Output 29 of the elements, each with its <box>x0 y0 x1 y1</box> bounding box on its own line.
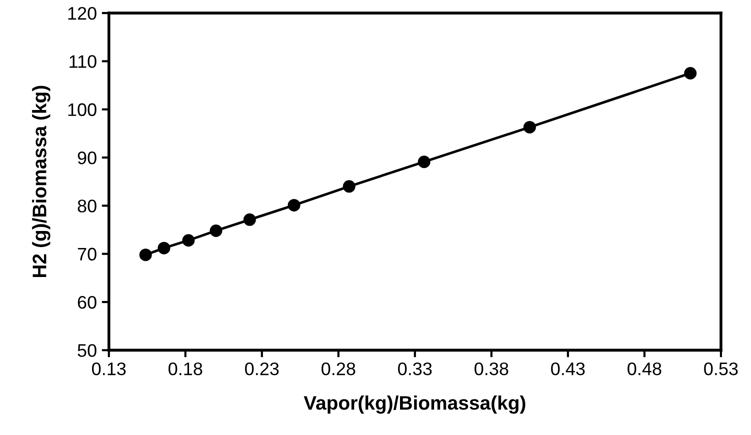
x-tick-label: 0.53 <box>704 362 738 376</box>
y-tick-label: 70 <box>78 248 96 261</box>
x-tick-label: 0.43 <box>551 362 585 376</box>
x-axis-title: Vapor(kg)/Biomassa(kg) <box>304 395 526 414</box>
point <box>243 213 256 226</box>
x-tick-label: 0.48 <box>628 362 662 376</box>
x-tick-label: 0.23 <box>245 362 279 376</box>
y-tick-label: 90 <box>78 151 96 164</box>
y-tick-label: 60 <box>78 296 96 309</box>
y-tick-label: 120 <box>68 6 96 20</box>
y-tick-label: 80 <box>78 200 96 212</box>
x-tick-label: 0.38 <box>474 362 508 376</box>
point <box>288 198 300 212</box>
x-tick-label: 0.18 <box>168 362 202 376</box>
point <box>684 67 697 80</box>
y-axis-title: H2 (g)/Biomassa (kg) <box>32 86 50 278</box>
point <box>523 120 536 134</box>
x-tick-label: 0.33 <box>398 362 432 376</box>
y-tick-label: 50 <box>78 344 96 357</box>
point <box>418 156 430 168</box>
y-tick-label: 100 <box>68 103 96 116</box>
point <box>139 248 152 262</box>
point <box>182 234 195 247</box>
point <box>158 242 170 254</box>
point <box>342 180 356 193</box>
x-tick-label: 0.13 <box>92 362 126 376</box>
x-tick-label: 0.28 <box>322 362 356 376</box>
point <box>210 224 222 237</box>
y-tick-label: 110 <box>70 55 96 68</box>
